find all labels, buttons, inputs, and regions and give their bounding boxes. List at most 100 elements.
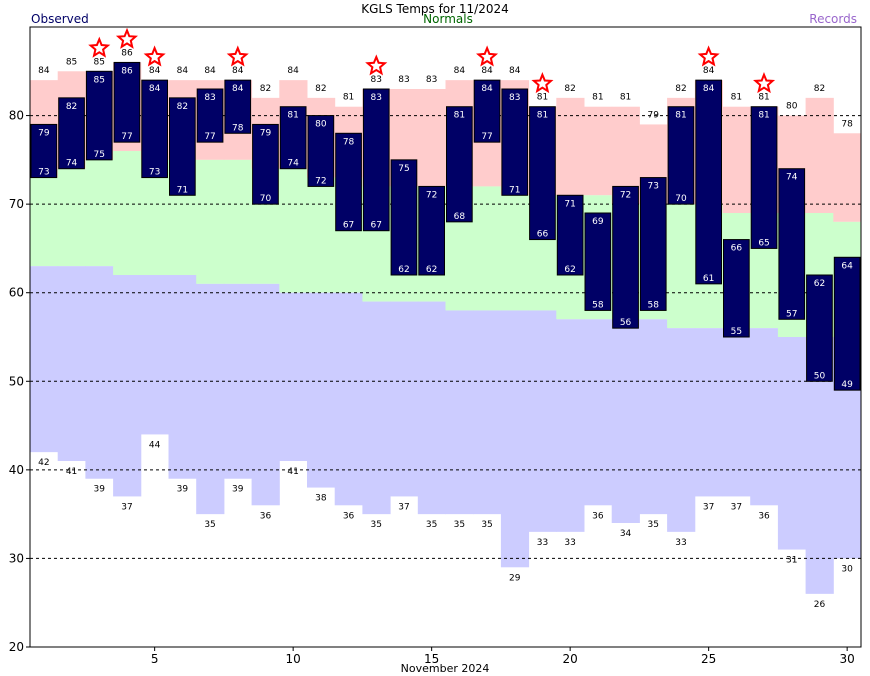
y-tick-label: 70	[9, 197, 24, 211]
record-high-label: 84	[38, 66, 50, 76]
x-tick-label: 5	[151, 652, 159, 666]
record-high-label: 81	[758, 93, 769, 103]
record-low-label: 35	[648, 520, 659, 530]
observed-low-label: 73	[149, 168, 160, 178]
legend-normals: Normals	[423, 12, 473, 26]
record-low-band	[30, 266, 59, 453]
record-high-band	[556, 97, 585, 196]
record-star-icon	[753, 72, 776, 94]
record-high-label: 83	[398, 75, 409, 85]
record-low-band	[500, 310, 530, 568]
observed-bar	[418, 185, 445, 276]
x-tick-label: 25	[701, 652, 716, 666]
observed-bar	[30, 123, 58, 179]
observed-high-label: 81	[454, 111, 465, 121]
record-low-band	[168, 275, 197, 479]
record-high-label: 85	[94, 57, 105, 67]
record-low-band	[722, 328, 751, 497]
record-high-label: 82	[814, 84, 825, 94]
observed-high-label: 81	[758, 111, 769, 121]
observed-high-label: 72	[620, 190, 631, 200]
record-low-label: 39	[94, 485, 106, 495]
record-low-label: 31	[786, 556, 797, 566]
record-low-label: 42	[38, 458, 49, 468]
record-high-label: 83	[371, 75, 382, 85]
record-low-label: 29	[509, 573, 521, 583]
record-high-label: 85	[66, 57, 77, 67]
record-low-band	[528, 310, 557, 532]
y-tick-label: 80	[9, 109, 24, 123]
observed-bar	[556, 194, 584, 276]
observed-low-label: 58	[592, 300, 604, 310]
observed-low-label: 58	[648, 300, 660, 310]
observed-low-label: 71	[509, 185, 520, 195]
record-low-label: 34	[620, 529, 632, 539]
observed-low-label: 72	[315, 176, 326, 186]
normal-band	[500, 195, 530, 311]
x-tick-label: 10	[286, 652, 301, 666]
observed-high-label: 69	[592, 217, 604, 227]
record-high-label: 86	[121, 48, 133, 58]
record-star-icon	[115, 27, 138, 49]
record-low-label: 36	[260, 511, 272, 521]
observed-high-label: 82	[66, 102, 77, 112]
record-low-label: 35	[481, 520, 492, 530]
record-high-label: 84	[177, 66, 189, 76]
record-low-band	[390, 301, 419, 497]
observed-low-label: 74	[66, 159, 78, 169]
observed-high-label: 75	[398, 164, 409, 174]
observed-bar	[390, 159, 418, 276]
record-low-label: 44	[149, 440, 161, 450]
observed-high-label: 83	[371, 93, 382, 103]
observed-bar	[723, 239, 750, 338]
record-low-band	[334, 292, 363, 506]
record-high-band	[805, 97, 834, 213]
record-low-band	[750, 328, 779, 506]
observed-low-label: 77	[204, 132, 215, 142]
observed-low-label: 50	[814, 371, 826, 381]
record-low-band	[694, 328, 723, 497]
record-low-band	[85, 266, 114, 479]
observed-low-label: 75	[94, 150, 105, 160]
observed-high-label: 84	[481, 84, 493, 94]
record-low-label: 35	[204, 520, 215, 530]
observed-high-label: 81	[675, 111, 686, 121]
record-low-label: 36	[758, 511, 770, 521]
observed-bar	[307, 115, 335, 187]
record-low-label: 35	[454, 520, 465, 530]
record-low-label: 36	[592, 511, 604, 521]
record-low-band	[556, 319, 585, 532]
observed-high-label: 82	[177, 102, 188, 112]
record-high-label: 82	[315, 84, 326, 94]
record-high-label: 84	[204, 66, 216, 76]
record-low-label: 35	[426, 520, 437, 530]
observed-bar	[252, 123, 279, 205]
observed-bars	[30, 61, 861, 391]
observed-bar	[806, 274, 833, 382]
record-high-band	[584, 106, 613, 196]
observed-bar	[224, 79, 252, 134]
record-low-band	[611, 319, 640, 523]
record-low-label: 33	[537, 538, 548, 548]
record-high-label: 81	[592, 93, 603, 103]
observed-high-label: 62	[814, 279, 825, 289]
observed-bar	[279, 106, 307, 170]
observed-high-label: 73	[648, 182, 659, 192]
record-low-label: 41	[66, 467, 77, 477]
record-high-label: 80	[786, 102, 798, 112]
observed-bar	[833, 256, 861, 391]
observed-bar	[169, 97, 196, 196]
record-high-label: 84	[703, 66, 715, 76]
observed-high-label: 79	[38, 128, 50, 138]
x-tick-label: 30	[840, 652, 855, 666]
record-low-band	[113, 275, 142, 497]
x-tick-label: 15	[424, 652, 439, 666]
record-high-band	[417, 89, 446, 187]
observed-low-label: 62	[426, 265, 437, 275]
record-stars	[88, 27, 776, 94]
record-star-icon	[365, 54, 388, 76]
record-high-label: 79	[648, 110, 660, 120]
y-tick-label: 50	[9, 374, 24, 388]
record-high-label: 83	[426, 75, 437, 85]
record-high-label: 81	[537, 93, 548, 103]
